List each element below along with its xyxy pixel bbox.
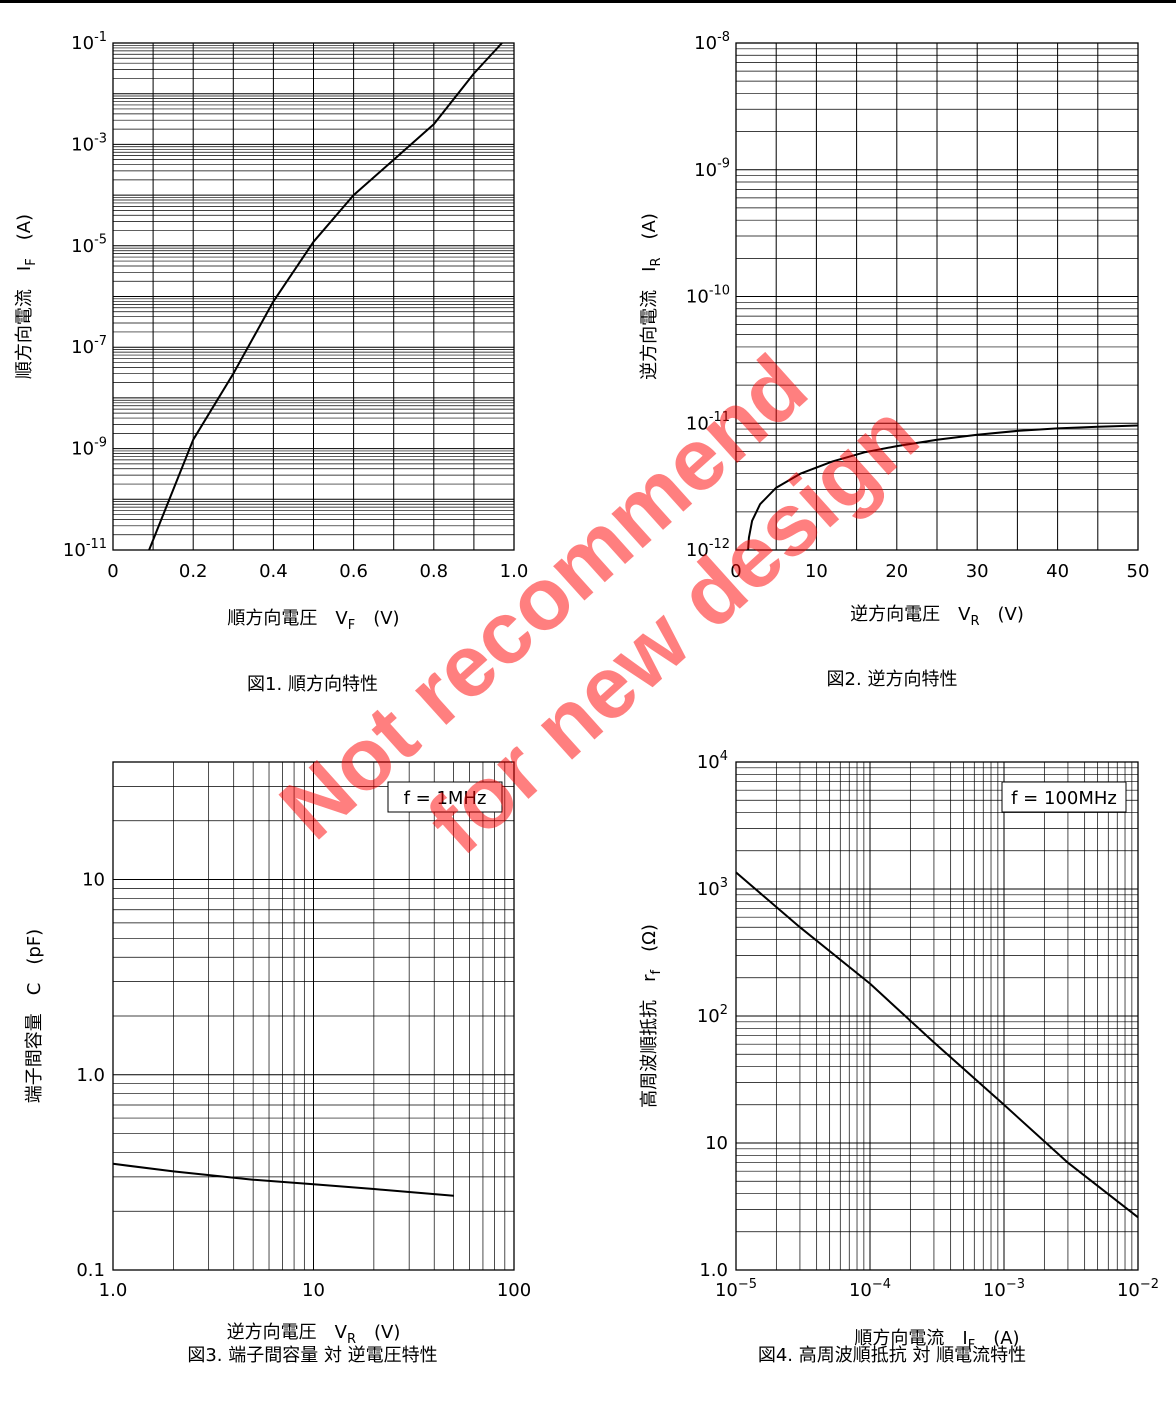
x-tick-labels: 1.0 10 100: [99, 1280, 532, 1301]
y-tick-label: 10-12: [686, 537, 730, 561]
y-tick-label: 10-11: [63, 537, 107, 561]
annotation-box: [387, 781, 503, 813]
x-tick-label: 1.0: [99, 1280, 128, 1301]
x-tick-labels: 0 0.2 0.4 0.6 0.8 1.0: [107, 561, 528, 582]
x-tick-label: 0.4: [259, 561, 288, 582]
series-line-1: [735, 871, 1139, 1219]
x-tick-label: 0: [107, 561, 118, 582]
y-tick-labels: 0.1 1.0 10: [76, 870, 105, 1281]
y-tick-label: 1.0: [76, 1065, 105, 1086]
y-tick-label: 10-5: [71, 233, 107, 257]
x-tick-label: 10−3: [983, 1277, 1025, 1301]
x-tick-label: 50: [1127, 561, 1150, 582]
y-axis-label: 順方向電流 IF (A): [14, 214, 39, 379]
y-axis-label: 高周波順抵抗 rf (Ω): [639, 924, 664, 1108]
x-tick-label: 0: [730, 561, 741, 582]
grid: [735, 761, 1139, 1271]
y-tick-label: 102: [697, 1003, 728, 1027]
figure-caption: 図1. 順方向特性: [247, 674, 378, 695]
y-tick-label: 10-1: [71, 30, 107, 54]
x-tick-label: 0.6: [339, 561, 368, 582]
y-tick-label: 10: [705, 1133, 728, 1154]
y-tick-label: 10-9: [694, 157, 730, 181]
y-tick-label: 10-11: [686, 410, 730, 434]
annotation-box: [1001, 781, 1127, 813]
y-tick-label: 10-7: [71, 334, 107, 358]
chart-4: 10−5 10−4 10−3 10−2 1.0 10 102 103 104 順方向電流 IF (…: [639, 749, 1159, 1366]
x-axis-label: 逆方向電圧 VR (V): [850, 604, 1024, 629]
y-tick-label: 103: [697, 876, 728, 900]
x-axis-label: 順方向電圧 VF (V): [227, 608, 399, 633]
plot-frame: [112, 42, 515, 551]
x-axis-label: 逆方向電圧 VR (V): [227, 1322, 401, 1347]
x-tick-labels: 0 10 20 30 40 50: [730, 561, 1149, 582]
series-line-1: [747, 424, 1139, 551]
x-tick-label: 1.0: [500, 561, 529, 582]
x-tick-label: 30: [966, 561, 989, 582]
y-tick-label: 10-3: [71, 131, 107, 155]
plot-frame: [112, 761, 515, 1271]
y-tick-labels: 10-12 10-11 10-10 10-9 10-8: [686, 30, 730, 561]
chart-1: 0 0.2 0.4 0.6 0.8 1.010-1110-910-710-510-310-…: [14, 30, 528, 695]
plot-frame: [735, 761, 1139, 1271]
annotation-label: f = 1MHz: [404, 788, 487, 809]
x-axis-label: 順方向電流 IF (A): [854, 1328, 1019, 1353]
x-tick-label: 10: [805, 561, 828, 582]
y-tick-label: 10-9: [71, 436, 107, 460]
y-tick-labels: 10-11 10-9 10-7 10-5 10-3 10-1: [63, 30, 107, 561]
x-tick-label: 20: [885, 561, 908, 582]
figure-caption: 図3. 端子間容量 対 逆電圧特性: [187, 1345, 437, 1366]
annotation-label: f = 100MHz: [1011, 788, 1117, 809]
x-tick-label: 10: [302, 1280, 325, 1301]
chart-2: 0 10 20 30 40 50 10-12 10-11 10-10 10-9 10-8 逆方向電圧 …: [639, 30, 1149, 690]
y-tick-label: 104: [697, 749, 728, 773]
plot-frame: [735, 42, 1139, 551]
grid: [112, 42, 515, 551]
x-tick-label: 40: [1046, 561, 1069, 582]
figure-caption: 図2. 逆方向特性: [827, 669, 958, 690]
x-tick-label: 100: [497, 1280, 531, 1301]
x-tick-label: 10−2: [1117, 1277, 1159, 1301]
x-tick-label: 0.8: [419, 561, 448, 582]
y-tick-labels: 1.0 10 102 103 104: [697, 749, 728, 1281]
y-tick-label: 0.1: [76, 1260, 105, 1281]
x-tick-label: 0.2: [179, 561, 208, 582]
x-tick-label: 10−4: [849, 1277, 891, 1301]
series-line-1: [148, 42, 503, 551]
y-tick-label: 10-8: [694, 30, 730, 54]
x-tick-labels: 10−5 10−4 10−3 10−2: [715, 1277, 1159, 1301]
y-tick-label: 10-10: [686, 283, 730, 307]
series-line-1: [112, 1162, 454, 1197]
top-rule: [0, 0, 1176, 3]
x-tick-label: 10−5: [715, 1277, 757, 1301]
y-axis-label: 逆方向電流 IR (A): [639, 213, 664, 380]
y-axis-label: 端子間容量 C (pF): [24, 929, 45, 1103]
figure-caption: 図4. 高周波順抵抗 対 順電流特性: [758, 1345, 1026, 1366]
y-tick-label: 1.0: [699, 1260, 728, 1281]
y-tick-label: 10: [82, 870, 105, 891]
